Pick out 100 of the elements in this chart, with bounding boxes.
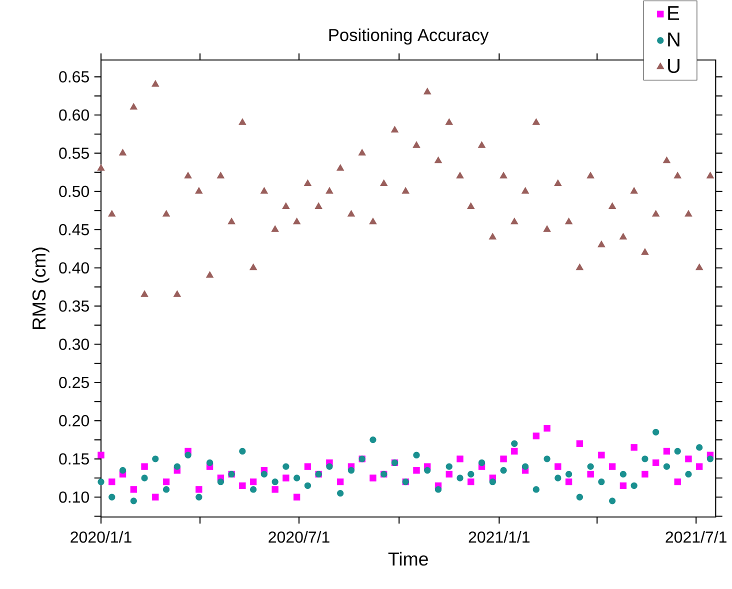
point: [663, 463, 670, 470]
point: [293, 494, 300, 500]
point: [630, 187, 638, 194]
point: [250, 264, 258, 270]
point: [488, 233, 496, 240]
point: [152, 80, 160, 87]
point: [141, 463, 148, 470]
point: [467, 202, 475, 209]
x-tick-label: 2021/7/1: [666, 531, 726, 543]
point: [598, 478, 605, 486]
point: [696, 463, 703, 470]
point: [326, 187, 334, 194]
point: [152, 494, 159, 500]
point: [206, 271, 214, 278]
point: [696, 264, 704, 270]
point: [468, 470, 474, 478]
y-axis-title: RMS (cm): [32, 248, 50, 329]
point: [119, 148, 126, 156]
point: [162, 478, 170, 486]
point: [500, 172, 508, 178]
chart-title: Positioning Accuracy: [329, 28, 489, 45]
point: [456, 456, 464, 462]
point: [216, 172, 224, 178]
point: [304, 482, 312, 489]
point: [662, 156, 670, 164]
point: [326, 463, 333, 470]
point: [239, 482, 246, 489]
point: [130, 486, 137, 493]
point: [272, 478, 278, 486]
point: [130, 103, 138, 110]
point: [272, 486, 278, 493]
point: [652, 210, 660, 217]
point: [532, 118, 540, 125]
point: [238, 118, 246, 125]
point: [347, 210, 355, 217]
point: [642, 456, 648, 462]
point: [619, 233, 627, 240]
point: [413, 467, 420, 474]
point: [685, 470, 692, 478]
y-tick-label: 0.55: [59, 148, 89, 159]
legend-label: N: [668, 32, 680, 46]
point: [587, 463, 594, 470]
point: [446, 470, 452, 478]
y-tick-label: 0.65: [59, 71, 89, 82]
point: [152, 456, 159, 462]
point: [685, 456, 692, 462]
point: [576, 494, 584, 500]
point: [565, 470, 572, 478]
point: [456, 172, 464, 178]
point: [358, 148, 366, 156]
point: [620, 482, 627, 489]
point: [565, 478, 572, 486]
point: [510, 218, 518, 224]
point: [293, 474, 300, 482]
y-tick-label: 0.45: [59, 224, 89, 236]
point: [630, 482, 638, 489]
point: [98, 452, 104, 458]
point: [641, 248, 649, 255]
y-tick-label: 0.30: [59, 338, 90, 350]
point: [522, 463, 529, 470]
point: [500, 467, 507, 474]
point: [173, 290, 181, 297]
point: [413, 452, 420, 458]
y-tick-label: 0.20: [59, 415, 90, 426]
point: [674, 478, 681, 486]
point: [608, 498, 616, 504]
point: [206, 459, 214, 466]
legend-label: U: [668, 59, 680, 73]
point: [522, 187, 530, 194]
point: [620, 470, 627, 478]
point: [500, 456, 507, 462]
x-tick-label: 2020/1/1: [70, 531, 132, 543]
point: [108, 494, 116, 500]
point: [348, 467, 355, 474]
point: [140, 290, 148, 297]
point: [162, 486, 170, 493]
point: [196, 486, 202, 493]
point: [554, 180, 562, 186]
point: [642, 470, 648, 478]
point: [282, 463, 290, 470]
point: [130, 498, 137, 504]
x-tick-label: 2020/7/1: [268, 531, 330, 543]
point: [565, 218, 573, 224]
point: [97, 164, 105, 171]
point: [630, 444, 638, 451]
point: [706, 172, 714, 178]
point: [434, 156, 442, 164]
y-tick-label: 0.60: [59, 109, 90, 121]
point: [412, 141, 420, 148]
point: [445, 118, 453, 125]
point: [532, 486, 540, 493]
point: [402, 187, 410, 194]
point: [543, 225, 551, 232]
point: [391, 126, 398, 133]
point: [424, 467, 431, 474]
point: [228, 218, 236, 224]
point: [195, 187, 203, 194]
point: [239, 448, 246, 455]
y-tick-label: 0.50: [59, 186, 90, 198]
point: [706, 456, 714, 462]
